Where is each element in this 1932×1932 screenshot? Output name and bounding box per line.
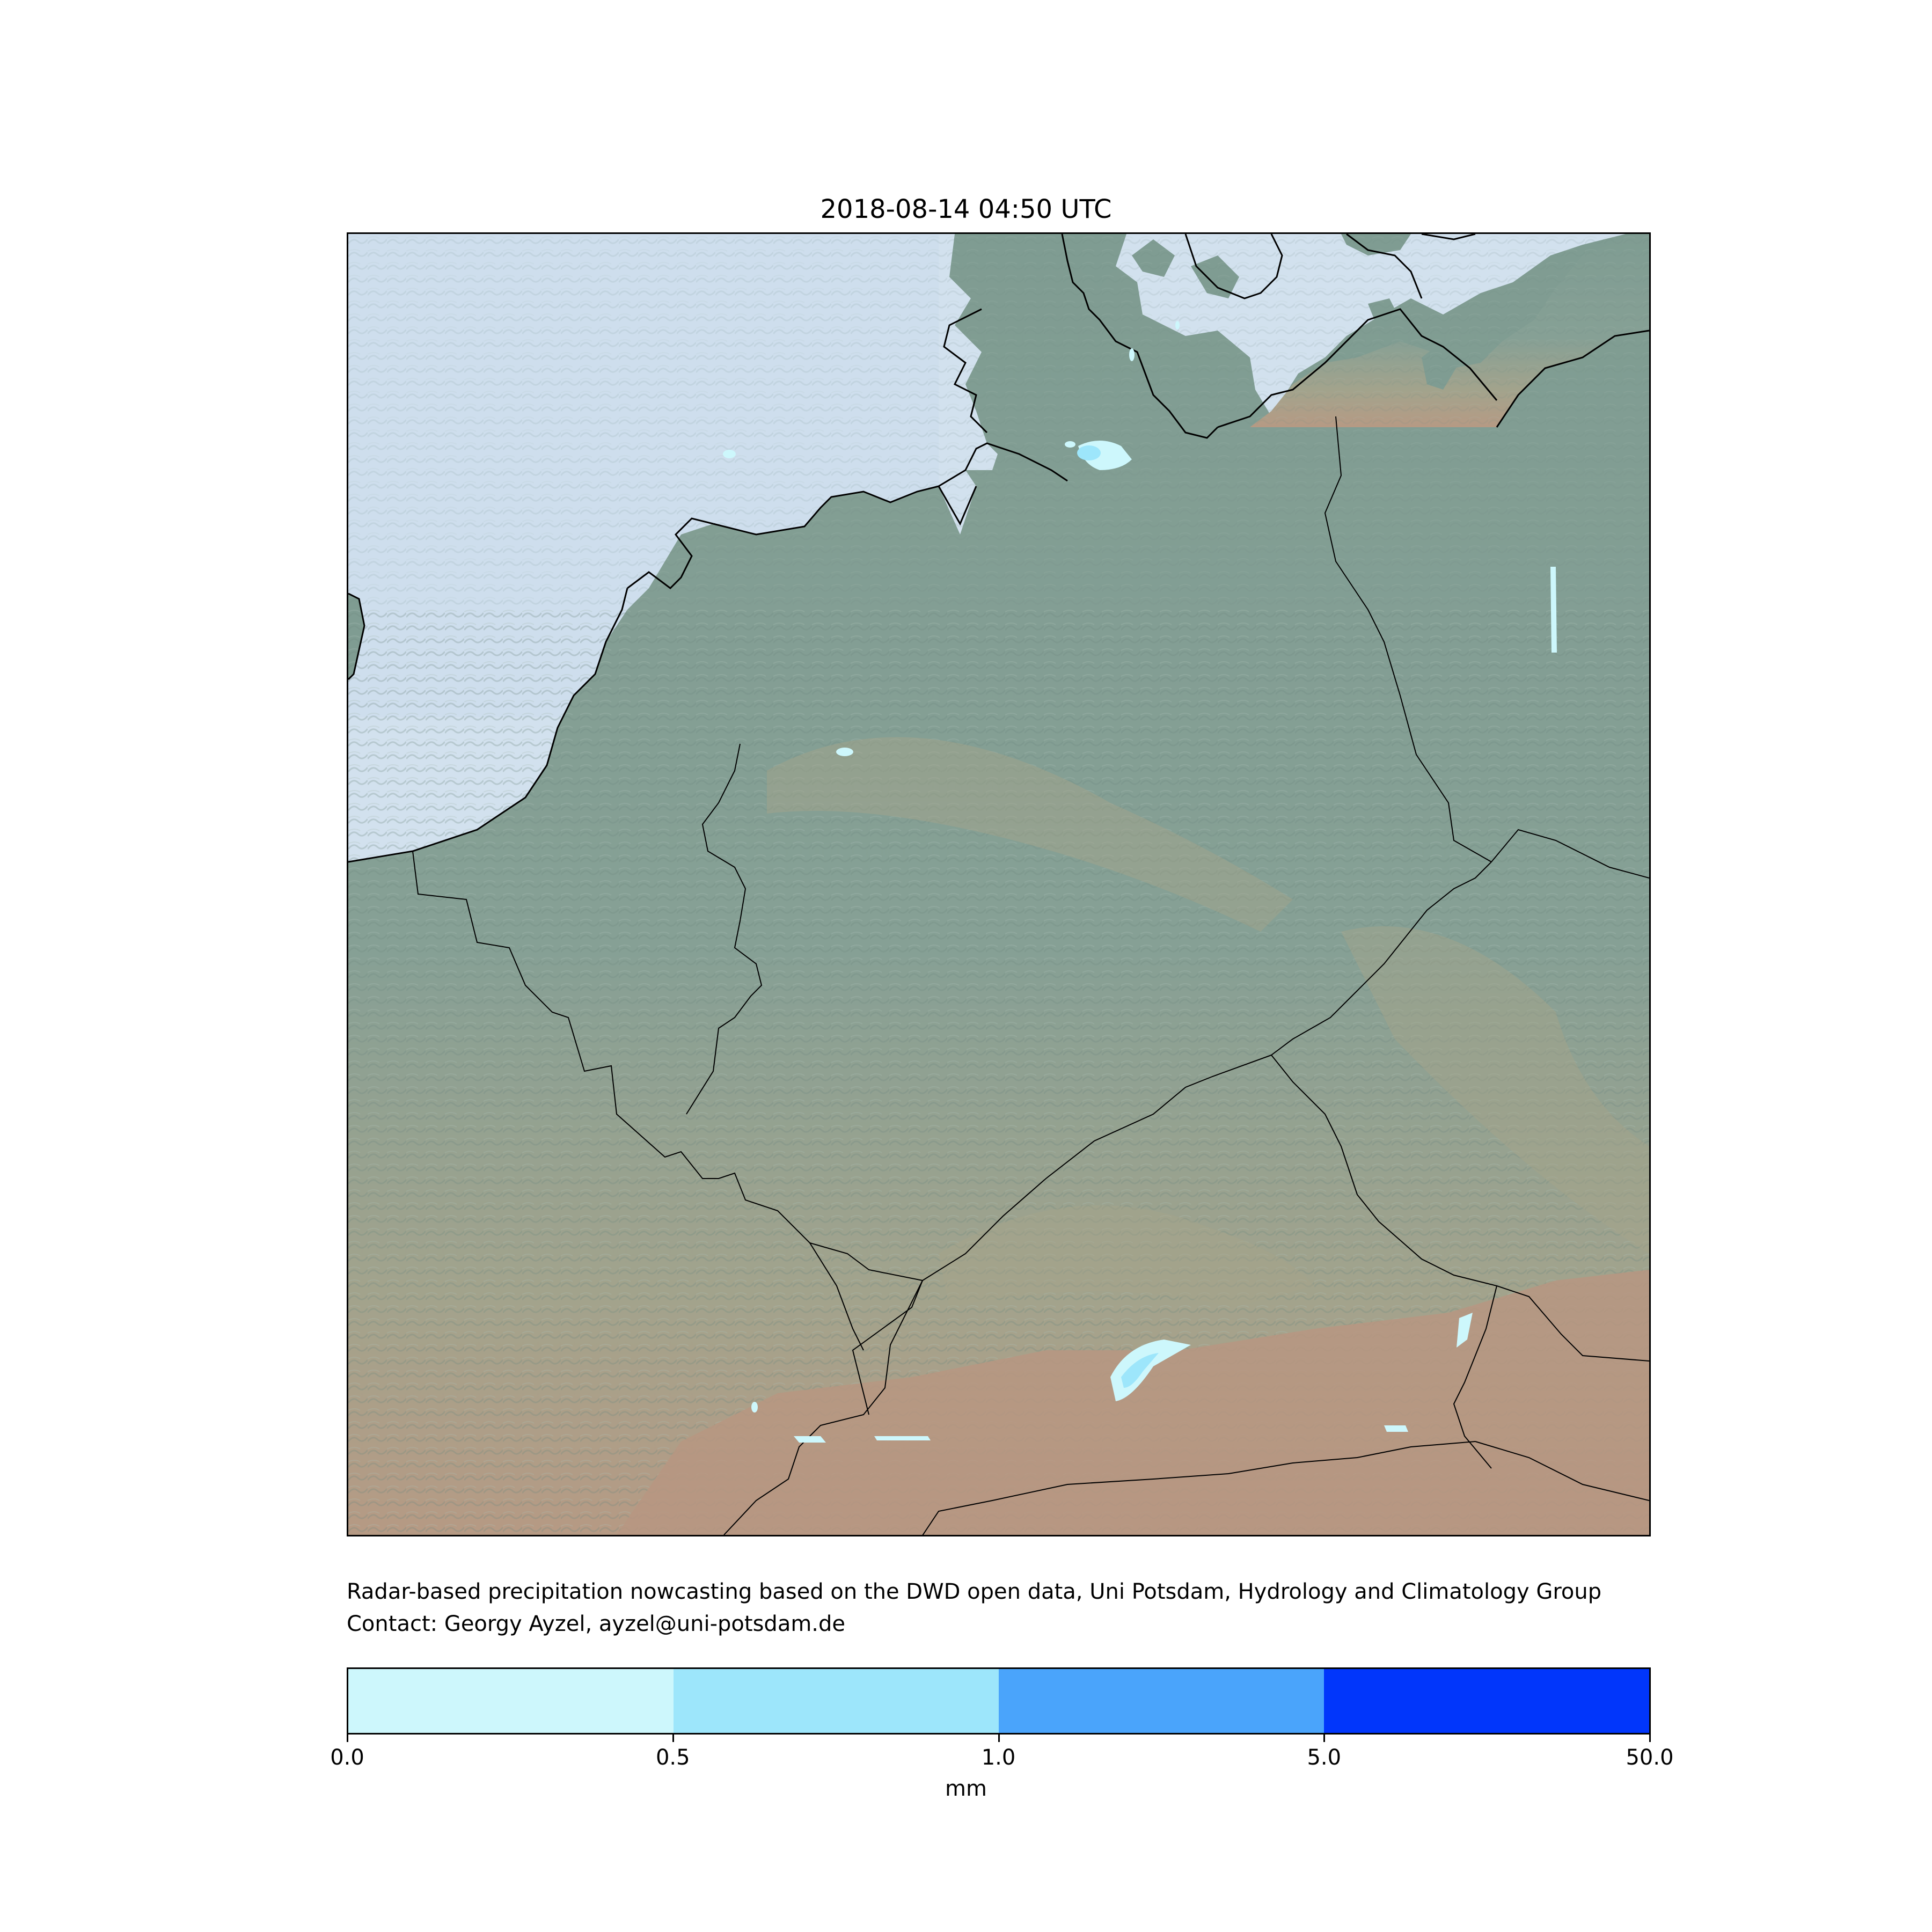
precip-patch [723, 450, 736, 458]
colorbar-tick-label: 0.5 [655, 1745, 690, 1770]
colorbar-tick-label: 50.0 [1626, 1745, 1674, 1770]
credit-line-1: Radar-based precipitation nowcasting bas… [347, 1579, 1602, 1604]
colorbar-segment [999, 1669, 1324, 1733]
precip-patch [1457, 1313, 1473, 1348]
colorbar-unit-label: mm [945, 1776, 987, 1801]
country-borders [412, 416, 1649, 1535]
colorbar-tick-label: 1.0 [981, 1745, 1016, 1770]
radar-map[interactable] [347, 232, 1651, 1536]
precip-patch [1129, 348, 1135, 361]
colorbar-tick-label: 0.0 [330, 1745, 364, 1770]
colorbar-tick [347, 1735, 348, 1742]
precip-patch [1065, 441, 1075, 448]
map-title: 2018-08-14 04:50 UTC [820, 194, 1112, 224]
precip-patch [751, 1402, 758, 1413]
precip-patch [1077, 445, 1101, 460]
precip-patch [1110, 1340, 1191, 1401]
colorbar-tick [1649, 1735, 1651, 1742]
precipitation-colorbar [347, 1667, 1651, 1735]
colorbar-segment [348, 1669, 674, 1733]
precip-patch [1121, 1353, 1159, 1388]
precip-patch [1384, 1425, 1408, 1432]
colorbar-tick [998, 1735, 1000, 1742]
colorbar-tick [672, 1735, 674, 1742]
precip-patch [1550, 567, 1557, 653]
precip-patch [1175, 321, 1180, 330]
precip-patch [874, 1436, 931, 1440]
colorbar-segment [1324, 1669, 1649, 1733]
borders-layer [348, 234, 1649, 863]
precipitation-layer [723, 321, 1557, 1443]
colorbar-tick [1323, 1735, 1326, 1742]
colorbar-segment [674, 1669, 999, 1733]
colorbar-tick-label: 5.0 [1307, 1745, 1342, 1770]
precip-patch [794, 1436, 826, 1443]
precip-patch [836, 748, 853, 756]
credit-line-2: Contact: Georgy Ayzel, ayzel@uni-potsdam… [347, 1612, 846, 1636]
